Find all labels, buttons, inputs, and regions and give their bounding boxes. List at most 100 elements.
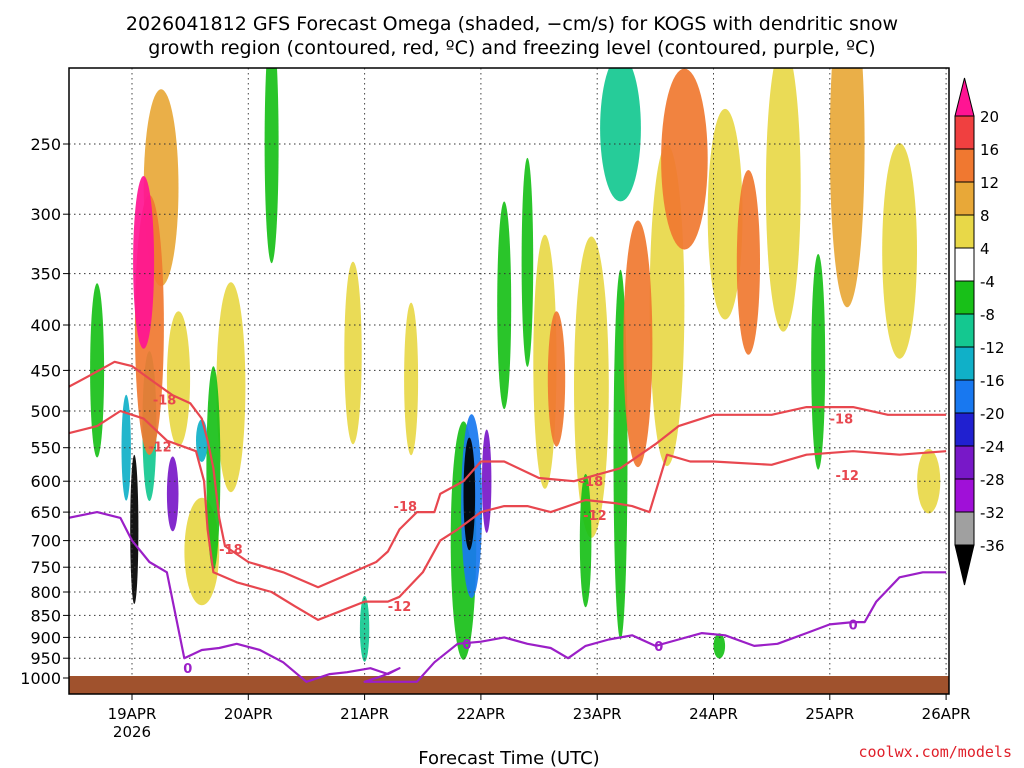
omega-cell (521, 157, 534, 367)
omega-cell (130, 454, 139, 604)
colorbar-tick-label: -4 (980, 273, 995, 291)
omega-cell (661, 68, 708, 250)
colorbar-tick-label: -16 (980, 372, 1005, 390)
y-tick-label: 250 (30, 135, 61, 154)
colorbar-tick-label: -12 (980, 339, 1005, 357)
colorbar-segment (954, 214, 975, 249)
y-tick-label: 600 (30, 472, 61, 491)
y-tick-label: 850 (30, 606, 61, 625)
contour-label: 0 (654, 640, 663, 655)
colorbar-segment (954, 511, 975, 546)
colorbar-tick-label: -20 (980, 405, 1005, 423)
colorbar-segment (954, 544, 975, 586)
colorbar-tick-label: -8 (980, 306, 995, 324)
y-tick-label: 800 (30, 583, 61, 602)
colorbar-segment (954, 77, 975, 117)
colorbar-tick-label: -28 (980, 471, 1005, 489)
colorbar-tick-label: 16 (980, 141, 999, 159)
x-tick-sublabel: 2026 (113, 723, 151, 741)
contour-label: -12 (388, 600, 412, 615)
contour-dgz_-18 (69, 360, 947, 589)
omega-cell (482, 429, 492, 533)
colorbar-segment (954, 445, 975, 480)
contour-label: 0 (183, 662, 192, 677)
contour-label: -18 (219, 543, 243, 558)
omega-cell (579, 473, 592, 608)
colorbar-segment (954, 313, 975, 348)
y-tick-label: 650 (30, 503, 61, 522)
omega-cell (600, 68, 641, 202)
y-tick-label: 900 (30, 628, 61, 647)
x-tick-label: 22APR (456, 705, 505, 723)
x-tick-label: 19APR (108, 705, 157, 723)
y-tick-label: 300 (30, 205, 61, 224)
contour-dgz_-12 (69, 409, 947, 621)
colorbar-segment (954, 181, 975, 216)
contour-label: -18 (394, 500, 418, 515)
colorbar-tick-label: -24 (980, 438, 1005, 456)
contour-label: -18 (153, 393, 177, 408)
y-tick-label: 950 (30, 649, 61, 668)
omega-cell (404, 302, 419, 456)
colorbar-segment (954, 379, 975, 414)
credit-link[interactable]: coolwx.com/models (858, 743, 1012, 761)
omega-cell (463, 437, 476, 551)
omega-cell (811, 253, 826, 470)
y-tick-label: 700 (30, 532, 61, 551)
omega-shading (90, 68, 941, 662)
colorbar-segment (954, 115, 975, 150)
x-tick-label: 20APR (224, 705, 273, 723)
colorbar-tick-label: 8 (980, 207, 990, 225)
chart-title-line-1: 2026041812 GFS Forecast Omega (shaded, −… (126, 13, 898, 35)
omega-cell (736, 170, 761, 355)
colorbar-segment (954, 346, 975, 381)
contour-label: 0 (462, 638, 471, 653)
colorbar-segment (954, 412, 975, 447)
omega-cell (882, 143, 917, 359)
plot-frame (68, 67, 950, 695)
colorbar: 20 16 12 8 4 -4 -8 -12 -16 -20 -24 -28 -32 -36 (954, 77, 1005, 586)
omega-cell (166, 311, 191, 447)
contour-lines (69, 360, 947, 683)
y-tick-label: 750 (30, 558, 61, 577)
omega-cell (713, 633, 726, 659)
contour-label: 0 (849, 618, 858, 633)
colorbar-tick-label: 4 (980, 240, 990, 258)
contour-label: -18 (830, 413, 854, 428)
contour-label: -12 (148, 440, 172, 455)
x-tick-label: 26APR (922, 705, 971, 723)
y-tick-label: 500 (30, 402, 61, 421)
omega-cell (264, 68, 279, 264)
colorbar-segment (954, 247, 975, 282)
x-tick-label: 24APR (689, 705, 738, 723)
y-tick-label: 400 (30, 316, 61, 335)
omega-cell (497, 201, 512, 410)
omega-cell (547, 311, 566, 447)
y-tick-label: 350 (30, 265, 61, 284)
x-tick-label: 21APR (340, 705, 389, 723)
colorbar-tick-label: 20 (980, 108, 999, 126)
omega-cell (166, 456, 179, 532)
x-tick-label: 23APR (573, 705, 622, 723)
omega-cell (574, 236, 609, 538)
contour-freezing_level (69, 511, 947, 683)
x-tick-label: 25APR (805, 705, 854, 723)
omega-cell (765, 68, 801, 332)
y-axis: 250 300 350 400 450 500 550 600 650 700 750 800 850 9… (20, 135, 69, 688)
colorbar-segment (954, 148, 975, 183)
y-tick-label: 450 (30, 361, 61, 380)
omega-cell (216, 282, 246, 493)
colorbar-segment (954, 478, 975, 513)
contour-label: -12 (835, 469, 859, 484)
omega-cell (829, 68, 865, 308)
chart-title-line-2: growth region (contoured, red, ºC) and f… (148, 37, 875, 59)
colorbar-tick-label: 12 (980, 174, 999, 192)
omega-cell (623, 220, 653, 468)
y-tick-label: 1000 (20, 669, 61, 688)
contour-label: -12 (583, 509, 607, 524)
omega-cell (133, 176, 155, 349)
colorbar-tick-label: -32 (980, 504, 1005, 522)
omega-cell (344, 261, 362, 445)
